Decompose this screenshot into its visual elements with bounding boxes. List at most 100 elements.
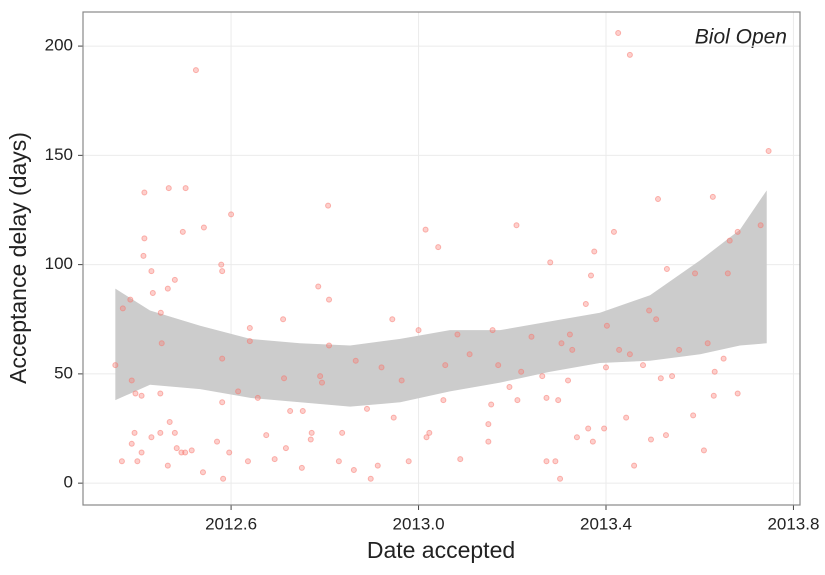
point: [263, 432, 270, 439]
point: [587, 272, 594, 279]
point: [378, 364, 385, 371]
point: [422, 226, 429, 233]
point: [653, 316, 660, 323]
point: [219, 268, 226, 275]
point: [127, 296, 134, 303]
point: [669, 373, 676, 380]
point: [188, 447, 195, 454]
point: [591, 248, 598, 255]
point: [326, 296, 333, 303]
point: [426, 429, 433, 436]
point: [164, 462, 171, 469]
point: [374, 462, 381, 469]
y-axis-title: Acceptance delay (days): [5, 132, 31, 384]
point: [514, 397, 521, 404]
point: [631, 462, 638, 469]
point: [138, 449, 145, 456]
point: [602, 364, 609, 371]
point: [518, 368, 525, 375]
point: [315, 283, 322, 290]
point: [585, 425, 592, 432]
point: [709, 193, 716, 200]
point: [134, 458, 141, 465]
point: [663, 265, 670, 272]
point: [539, 373, 546, 380]
point: [488, 401, 495, 408]
point: [165, 185, 172, 192]
point: [423, 434, 430, 441]
point: [132, 390, 139, 397]
point: [246, 324, 253, 331]
point: [662, 432, 669, 439]
point: [610, 228, 617, 235]
point: [325, 202, 332, 209]
point: [281, 375, 288, 382]
point: [200, 224, 207, 231]
point: [566, 331, 573, 338]
point: [119, 305, 126, 312]
point: [415, 327, 422, 334]
point: [171, 429, 178, 436]
point: [350, 467, 357, 474]
point: [757, 222, 764, 229]
point: [513, 222, 520, 229]
point: [280, 316, 287, 323]
point: [235, 388, 242, 395]
point: [149, 290, 156, 297]
point: [734, 228, 741, 235]
point: [220, 475, 227, 482]
point: [726, 237, 733, 244]
point: [640, 362, 647, 369]
point: [720, 355, 727, 362]
point: [166, 418, 173, 425]
point: [657, 375, 664, 382]
point: [307, 436, 314, 443]
point: [646, 307, 653, 314]
point: [615, 29, 622, 36]
x-tick-label: 2012.6: [205, 514, 257, 533]
point: [528, 333, 535, 340]
point: [601, 425, 608, 432]
annotation: Biol Open: [695, 26, 787, 49]
point: [363, 405, 370, 412]
point: [164, 285, 171, 292]
point: [623, 414, 630, 421]
point: [179, 228, 186, 235]
point: [547, 259, 554, 266]
point: [405, 458, 412, 465]
point: [557, 475, 564, 482]
x-axis-title: Date accepted: [367, 537, 515, 563]
point: [655, 196, 662, 203]
point: [138, 392, 145, 399]
point: [226, 449, 233, 456]
point: [555, 397, 562, 404]
point: [128, 440, 135, 447]
point: [543, 458, 550, 465]
point: [308, 429, 315, 436]
point: [112, 362, 119, 369]
y-tick-label: 100: [45, 254, 73, 273]
point: [569, 346, 576, 353]
point: [319, 379, 325, 386]
point: [141, 189, 148, 196]
point: [734, 390, 741, 397]
confidence-band: [115, 190, 767, 407]
point: [367, 475, 374, 482]
point: [485, 421, 492, 428]
point: [157, 309, 164, 316]
point: [218, 261, 225, 268]
point: [543, 394, 550, 401]
point: [710, 392, 717, 399]
point: [219, 399, 226, 406]
point: [228, 211, 235, 218]
point: [435, 244, 442, 251]
point: [158, 340, 165, 347]
point: [582, 300, 589, 307]
point: [128, 377, 135, 384]
point: [131, 429, 138, 436]
point: [317, 373, 324, 380]
point: [700, 447, 707, 454]
point: [489, 327, 496, 334]
point: [157, 429, 164, 436]
